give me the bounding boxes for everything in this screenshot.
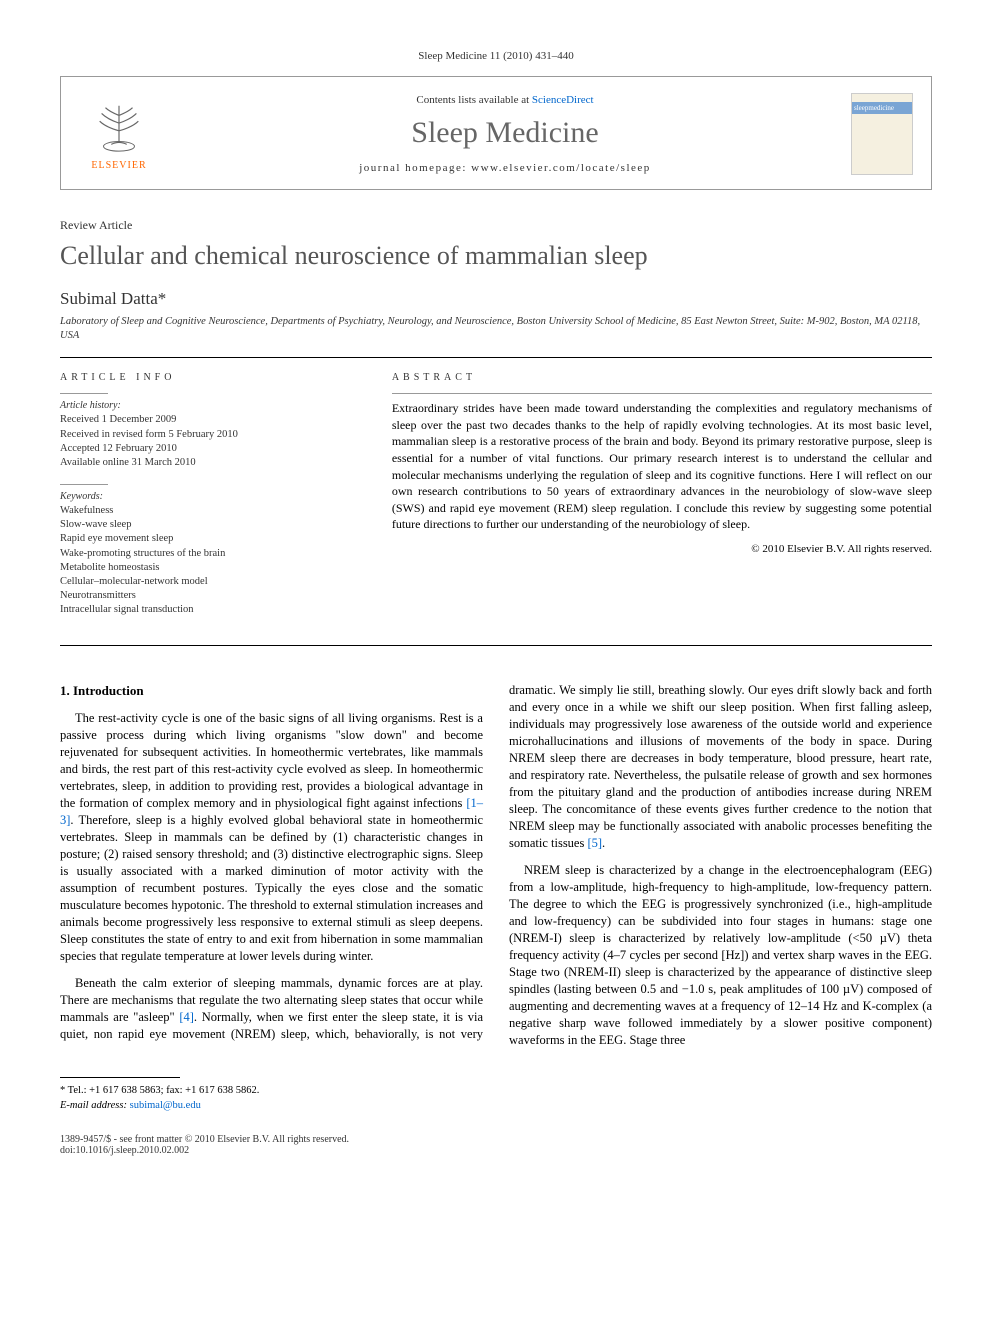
keyword: Intracellular signal transduction bbox=[60, 603, 364, 617]
history-label: Article history: bbox=[60, 400, 364, 411]
author-affiliation: Laboratory of Sleep and Cognitive Neuros… bbox=[60, 315, 932, 343]
email-label: E-mail address: bbox=[60, 1100, 130, 1111]
body-paragraph: The rest-activity cycle is one of the ba… bbox=[60, 710, 483, 965]
citation-ref[interactable]: [5] bbox=[587, 836, 602, 850]
author-email-link[interactable]: subimal@bu.edu bbox=[130, 1100, 201, 1111]
footnote-tel: * Tel.: +1 617 638 5863; fax: +1 617 638… bbox=[60, 1084, 932, 1099]
history-item: Received in revised form 5 February 2010 bbox=[60, 428, 364, 442]
publisher-logo: ELSEVIER bbox=[79, 89, 159, 179]
journal-cover-thumbnail: sleepmedicine bbox=[851, 93, 913, 175]
divider bbox=[60, 357, 932, 358]
keywords-label: Keywords: bbox=[60, 491, 364, 502]
history-item: Available online 31 March 2010 bbox=[60, 456, 364, 470]
keyword: Slow-wave sleep bbox=[60, 518, 364, 532]
history-item: Accepted 12 February 2010 bbox=[60, 442, 364, 456]
page-footer: 1389-9457/$ - see front matter © 2010 El… bbox=[60, 1134, 932, 1156]
keyword: Wake-promoting structures of the brain bbox=[60, 547, 364, 561]
micro-rule bbox=[60, 484, 108, 485]
micro-rule bbox=[60, 393, 108, 394]
front-matter-line: 1389-9457/$ - see front matter © 2010 El… bbox=[60, 1134, 349, 1145]
divider bbox=[60, 645, 932, 646]
citation-line: Sleep Medicine 11 (2010) 431–440 bbox=[60, 50, 932, 62]
text-run: . bbox=[602, 836, 605, 850]
abstract-copyright: © 2010 Elsevier B.V. All rights reserved… bbox=[392, 543, 932, 555]
corresponding-marker: * bbox=[158, 289, 167, 308]
author-name: Subimal Datta* bbox=[60, 289, 932, 309]
homepage-url[interactable]: www.elsevier.com/locate/sleep bbox=[471, 162, 651, 174]
abstract-column: ABSTRACT Extraordinary strides have been… bbox=[392, 372, 932, 631]
keyword: Wakefulness bbox=[60, 504, 364, 518]
journal-title: Sleep Medicine bbox=[159, 116, 851, 150]
homepage-prefix: journal homepage: bbox=[359, 162, 471, 174]
contents-prefix: Contents lists available at bbox=[416, 94, 531, 106]
doi-line: doi:10.1016/j.sleep.2010.02.002 bbox=[60, 1145, 349, 1156]
section-1-heading: 1. Introduction bbox=[60, 682, 483, 700]
journal-homepage: journal homepage: www.elsevier.com/locat… bbox=[159, 162, 851, 174]
text-run: . Therefore, sleep is a highly evolved g… bbox=[60, 813, 483, 963]
contents-available: Contents lists available at ScienceDirec… bbox=[159, 94, 851, 106]
corresponding-footnote: * Tel.: +1 617 638 5863; fax: +1 617 638… bbox=[60, 1084, 932, 1113]
cover-label: sleepmedicine bbox=[852, 102, 912, 114]
journal-header: ELSEVIER Contents lists available at Sci… bbox=[60, 76, 932, 190]
micro-rule bbox=[392, 393, 932, 394]
body-paragraph: NREM sleep is characterized by a change … bbox=[509, 862, 932, 1049]
abstract-text: Extraordinary strides have been made tow… bbox=[392, 400, 932, 532]
keyword: Cellular–molecular-network model bbox=[60, 575, 364, 589]
footnote-rule bbox=[60, 1077, 180, 1078]
abstract-heading: ABSTRACT bbox=[392, 372, 932, 383]
keyword: Metabolite homeostasis bbox=[60, 561, 364, 575]
article-title: Cellular and chemical neuroscience of ma… bbox=[60, 241, 932, 271]
elsevier-tree-icon bbox=[90, 98, 148, 156]
keyword: Neurotransmitters bbox=[60, 589, 364, 603]
sciencedirect-link[interactable]: ScienceDirect bbox=[532, 94, 594, 106]
author-text: Subimal Datta bbox=[60, 289, 158, 308]
article-info-heading: ARTICLE INFO bbox=[60, 372, 364, 383]
text-run: The rest-activity cycle is one of the ba… bbox=[60, 711, 483, 810]
publisher-name: ELSEVIER bbox=[91, 160, 146, 171]
keyword: Rapid eye movement sleep bbox=[60, 532, 364, 546]
history-item: Received 1 December 2009 bbox=[60, 413, 364, 427]
body-columns: 1. Introduction The rest-activity cycle … bbox=[60, 682, 932, 1051]
article-type: Review Article bbox=[60, 218, 932, 233]
article-info-column: ARTICLE INFO Article history: Received 1… bbox=[60, 372, 364, 631]
citation-ref[interactable]: [4] bbox=[179, 1010, 194, 1024]
